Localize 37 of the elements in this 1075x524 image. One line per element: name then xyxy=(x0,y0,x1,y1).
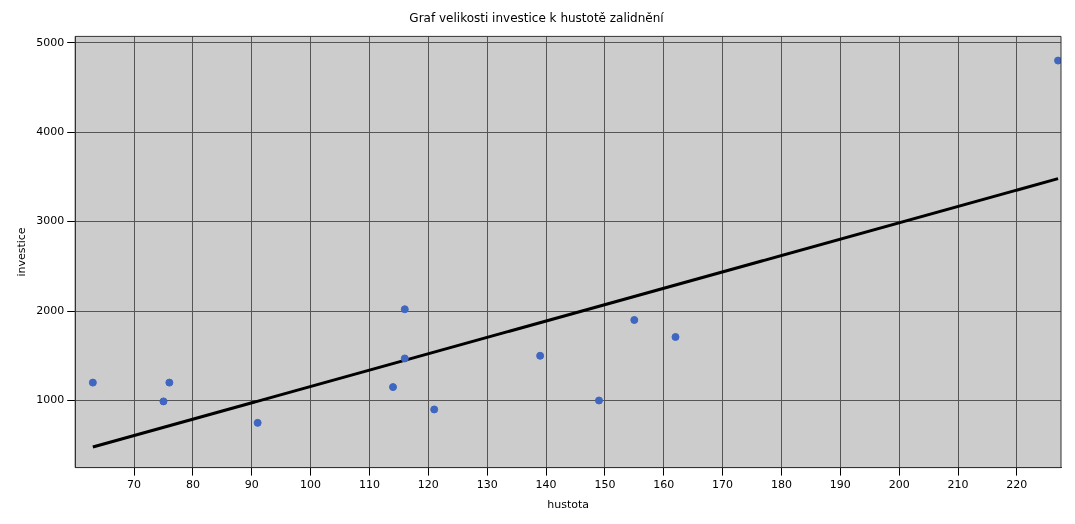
y-tick-label: 4000 xyxy=(36,124,65,138)
point xyxy=(430,405,439,414)
x-axis-title: hustota xyxy=(547,498,589,512)
x-tick-label: 190 xyxy=(829,478,851,492)
x-tick-label: 150 xyxy=(594,478,616,492)
point xyxy=(165,378,174,387)
x-tick-label: 100 xyxy=(300,478,322,492)
point xyxy=(671,332,680,341)
x-tick-label: 170 xyxy=(712,478,734,492)
x-tick-label: 70 xyxy=(127,478,142,492)
point xyxy=(536,351,545,360)
y-tick-label: 1000 xyxy=(36,393,65,407)
point xyxy=(400,305,409,314)
point xyxy=(389,383,398,392)
x-tick-label: 110 xyxy=(358,478,380,492)
x-tick-label: 200 xyxy=(888,478,910,492)
point xyxy=(159,397,168,406)
x-tick-label: 90 xyxy=(244,478,259,492)
x-tick-label: 220 xyxy=(1006,478,1028,492)
x-tick-label: 180 xyxy=(770,478,792,492)
point xyxy=(1054,56,1061,65)
y-axis-title: investice xyxy=(15,227,29,277)
x-tick-label: 130 xyxy=(476,478,498,492)
point xyxy=(630,315,639,324)
x-tick-label: 120 xyxy=(417,478,439,492)
point xyxy=(253,418,262,427)
point xyxy=(88,378,97,387)
chart-title: Graf velikosti investice k hustotě zalidnění xyxy=(409,11,665,26)
x-tick-label: 140 xyxy=(535,478,557,492)
x-tick-label: 160 xyxy=(653,478,675,492)
y-tick-label: 2000 xyxy=(36,303,65,317)
x-tick-label: 80 xyxy=(185,478,200,492)
y-tick-label: 3000 xyxy=(36,214,65,228)
x-tick-label: 210 xyxy=(947,478,969,492)
point xyxy=(400,354,409,363)
y-tick-label: 5000 xyxy=(36,35,65,49)
point xyxy=(595,396,603,405)
